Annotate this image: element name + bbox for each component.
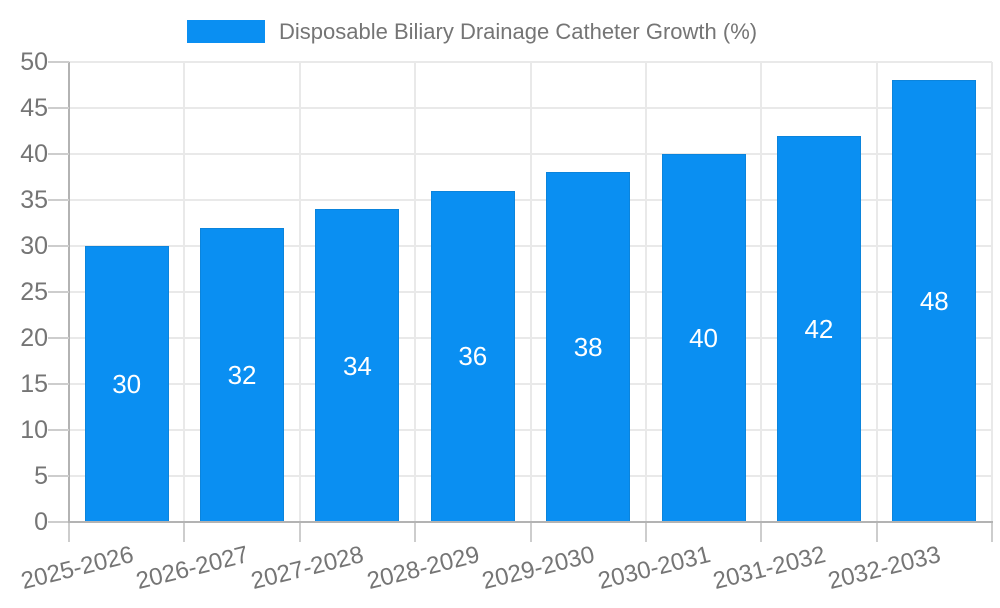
x-tick	[298, 523, 301, 542]
y-axis-label: 0	[34, 508, 48, 536]
legend-swatch	[187, 20, 265, 43]
bar[interactable]: 30	[84, 246, 169, 522]
bar-value-label: 36	[458, 341, 488, 372]
bar[interactable]: 38	[546, 172, 631, 522]
bar-value-label: 38	[573, 332, 603, 363]
x-tick	[991, 523, 993, 542]
v-gridline	[529, 62, 532, 522]
y-axis-line	[68, 62, 70, 523]
y-axis-label: 20	[20, 324, 48, 352]
y-tick	[48, 61, 69, 63]
legend-label: Disposable Biliary Drainage Catheter Gro…	[279, 19, 758, 44]
x-tick	[529, 523, 532, 542]
v-gridline	[875, 62, 878, 522]
y-tick	[48, 383, 69, 385]
bar-value-label: 40	[689, 323, 719, 353]
y-tick	[48, 475, 69, 477]
v-gridline	[644, 62, 647, 522]
x-axis-line	[68, 521, 993, 523]
y-tick	[48, 337, 69, 339]
y-tick	[48, 521, 69, 523]
x-tick	[644, 523, 647, 542]
x-tick	[183, 523, 186, 542]
y-tick	[48, 107, 69, 109]
chart-legend[interactable]: Disposable Biliary Drainage Catheter Gro…	[187, 20, 757, 43]
y-axis-label: 5	[34, 462, 48, 490]
y-axis-label: 15	[20, 370, 48, 398]
bar[interactable]: 36	[430, 190, 515, 522]
v-gridline	[760, 62, 763, 522]
y-tick	[48, 245, 69, 247]
y-axis-label: 50	[20, 48, 48, 76]
bar-value-label: 42	[804, 313, 834, 344]
plot-area: 30 32 34 36 38 40 42 48	[69, 61, 993, 522]
y-axis-label: 45	[20, 94, 48, 122]
y-tick	[48, 291, 69, 293]
v-gridline	[298, 62, 301, 522]
bar-value-label: 48	[919, 286, 949, 317]
v-gridline	[991, 62, 993, 522]
bar[interactable]: 48	[892, 80, 977, 522]
y-axis-label: 30	[20, 232, 48, 260]
y-axis-label: 35	[20, 186, 48, 214]
x-tick	[68, 523, 70, 542]
y-tick	[48, 199, 69, 201]
bar[interactable]: 42	[776, 135, 861, 522]
y-axis-label: 10	[20, 416, 48, 444]
bar[interactable]: 34	[315, 209, 400, 522]
x-tick	[875, 523, 878, 542]
y-tick	[48, 153, 69, 155]
bar[interactable]: 32	[200, 227, 285, 522]
v-gridline	[183, 62, 186, 522]
x-tick	[414, 523, 417, 542]
x-tick	[760, 523, 763, 542]
bar-value-label: 34	[342, 350, 372, 381]
bar-value-label: 32	[227, 359, 257, 390]
bar[interactable]: 40	[661, 154, 746, 522]
bar-value-label: 30	[112, 369, 142, 399]
v-gridline	[414, 62, 417, 522]
y-axis-label: 40	[20, 140, 48, 168]
y-tick	[48, 429, 69, 431]
y-axis-label: 25	[20, 278, 48, 306]
